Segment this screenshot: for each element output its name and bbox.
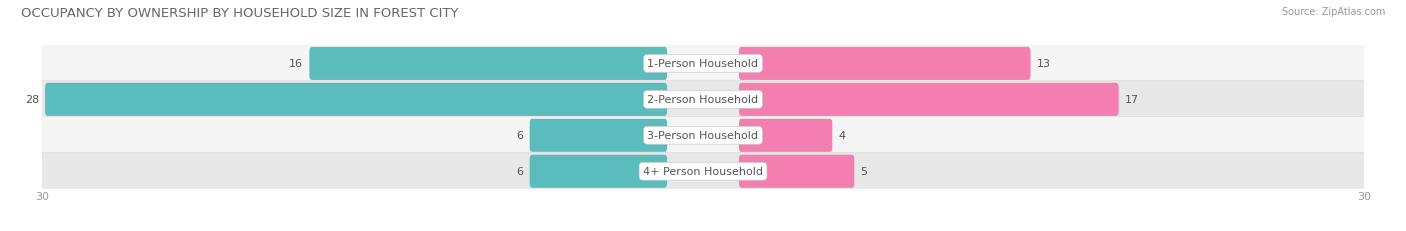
Text: 6: 6	[516, 131, 523, 141]
FancyBboxPatch shape	[530, 155, 666, 188]
Text: 2-Person Household: 2-Person Household	[647, 95, 759, 105]
Text: 4: 4	[838, 131, 845, 141]
FancyBboxPatch shape	[740, 155, 855, 188]
FancyBboxPatch shape	[740, 119, 832, 152]
FancyBboxPatch shape	[740, 83, 1119, 116]
Text: 4+ Person Household: 4+ Person Household	[643, 167, 763, 176]
Text: OCCUPANCY BY OWNERSHIP BY HOUSEHOLD SIZE IN FOREST CITY: OCCUPANCY BY OWNERSHIP BY HOUSEHOLD SIZE…	[21, 7, 458, 20]
Text: 13: 13	[1036, 59, 1050, 69]
FancyBboxPatch shape	[42, 46, 1364, 83]
FancyBboxPatch shape	[42, 117, 1364, 154]
FancyBboxPatch shape	[45, 83, 666, 116]
FancyBboxPatch shape	[309, 48, 666, 81]
Text: 17: 17	[1125, 95, 1139, 105]
FancyBboxPatch shape	[42, 153, 1364, 190]
Text: 5: 5	[860, 167, 868, 176]
FancyBboxPatch shape	[740, 48, 1031, 81]
Text: 16: 16	[290, 59, 304, 69]
Text: 1-Person Household: 1-Person Household	[648, 59, 758, 69]
FancyBboxPatch shape	[42, 81, 1364, 119]
Text: Source: ZipAtlas.com: Source: ZipAtlas.com	[1281, 7, 1385, 17]
FancyBboxPatch shape	[530, 119, 666, 152]
Text: 6: 6	[516, 167, 523, 176]
Text: 3-Person Household: 3-Person Household	[648, 131, 758, 141]
Text: 28: 28	[25, 95, 39, 105]
